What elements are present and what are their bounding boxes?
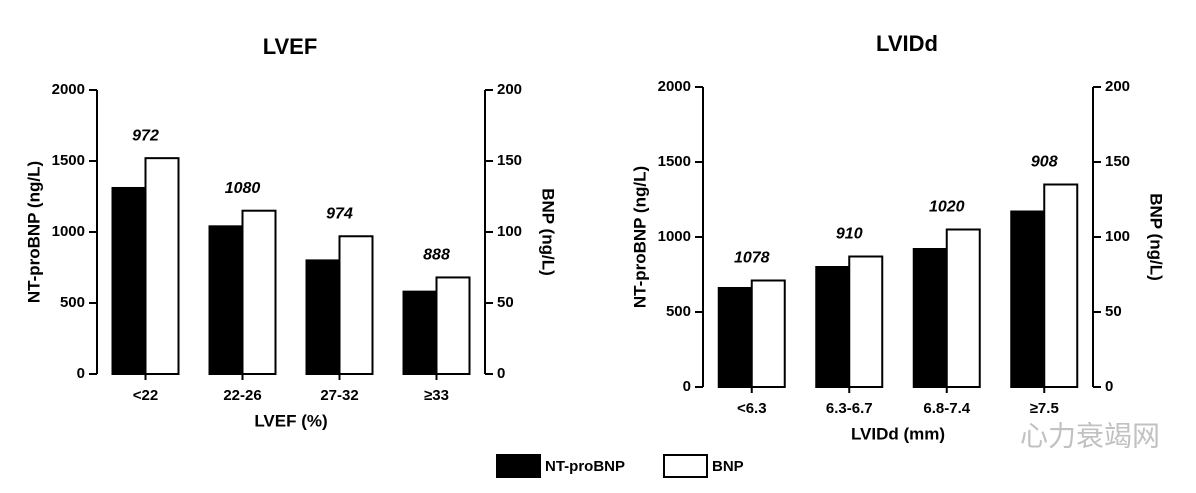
bar [305, 259, 341, 375]
legend-label: BNP [712, 458, 744, 475]
annotation: 974 [326, 205, 353, 222]
x-tick-label: 27-32 [320, 387, 358, 404]
annotation: 1020 [929, 199, 965, 216]
chart-title: LVIDd [876, 31, 938, 56]
x-tick-label: ≥7.5 [1030, 400, 1059, 417]
y2-tick-label: 0 [497, 365, 505, 382]
y2-tick-label: 50 [497, 294, 514, 311]
annotation: 888 [423, 247, 450, 264]
bar [338, 235, 374, 375]
bar [750, 279, 786, 388]
chart-title: LVEF [263, 34, 318, 59]
y-tick-label: 2000 [658, 78, 691, 95]
y-tick-label: 500 [666, 303, 691, 320]
y2-tick-label: 0 [1105, 378, 1113, 395]
y-tick-label: 1500 [52, 152, 85, 169]
bar [1010, 210, 1046, 388]
y2-tick-label: 100 [497, 223, 522, 240]
bar [241, 209, 277, 375]
bar [912, 248, 948, 388]
x-tick-label: 22-26 [223, 387, 261, 404]
bar [815, 266, 851, 388]
y-tick-label: 1000 [52, 223, 85, 240]
y-tick-label: 1500 [658, 153, 691, 170]
y-axis-label: NT-proBNP (ng/L) [630, 166, 649, 308]
y-tick-label: 2000 [52, 81, 85, 98]
y2-tick-label: 50 [1105, 303, 1122, 320]
x-tick-label: ≥33 [424, 387, 449, 404]
legend-label: NT-proBNP [545, 458, 625, 475]
legend-swatch [663, 454, 708, 478]
y2-axis-label: BNP (ng/L) [1147, 193, 1166, 281]
x-tick-label: 6.3-6.7 [826, 400, 873, 417]
annotation: 910 [836, 226, 863, 243]
x-axis-label: LVEF (%) [254, 411, 327, 430]
annotation: 1080 [225, 180, 261, 197]
bar [1043, 183, 1079, 388]
watermark: 心力衰竭网 [1020, 420, 1160, 451]
bar [208, 225, 244, 375]
y2-tick-label: 100 [1105, 228, 1130, 245]
legend-swatch [496, 454, 541, 478]
y2-axis-label: BNP (ng/L) [539, 188, 558, 276]
y-tick-label: 500 [60, 294, 85, 311]
y2-tick-label: 200 [497, 81, 522, 98]
annotation: 908 [1031, 154, 1058, 171]
y2-tick-label: 150 [1105, 153, 1130, 170]
x-tick-label: <6.3 [737, 400, 767, 417]
x-axis-label: LVIDd (mm) [851, 424, 945, 443]
y-axis-label: NT-proBNP (ng/L) [24, 161, 43, 303]
bar [848, 255, 884, 388]
y2-tick-label: 200 [1105, 78, 1130, 95]
bar [144, 157, 180, 375]
y-tick-label: 0 [683, 378, 691, 395]
annotation: 972 [132, 127, 159, 144]
bar [717, 287, 753, 388]
annotation: 1078 [734, 250, 770, 267]
y-tick-label: 0 [77, 365, 85, 382]
y2-tick-label: 150 [497, 152, 522, 169]
x-tick-label: 6.8-7.4 [923, 400, 970, 417]
bar [111, 186, 147, 375]
bar [435, 276, 471, 375]
y-tick-label: 1000 [658, 228, 691, 245]
bar [402, 290, 438, 376]
bar [945, 228, 981, 388]
x-tick-label: <22 [133, 387, 158, 404]
